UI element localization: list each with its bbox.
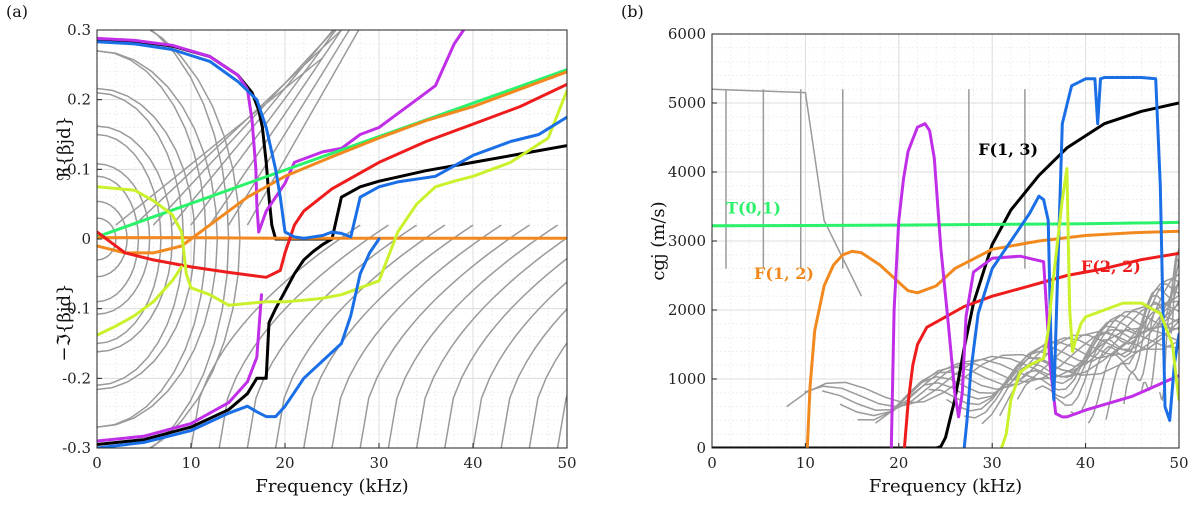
series-line-blue-5 xyxy=(962,76,1179,448)
x-tick-label: 30 xyxy=(983,454,1002,472)
series-line-green-1 xyxy=(712,220,1179,228)
series-line-orange-2 xyxy=(805,229,1179,448)
gray-branch xyxy=(246,224,418,448)
gray-upper xyxy=(712,88,863,297)
x-tick-label: 0 xyxy=(707,454,717,472)
series-line-red-3 xyxy=(902,251,1179,448)
series-group xyxy=(712,76,1179,448)
x-tick-label: 10 xyxy=(181,454,200,472)
series-line-yellow-8 xyxy=(97,89,567,307)
gray-rising xyxy=(115,57,324,226)
x-tick-label: 30 xyxy=(369,454,388,472)
gray-branch xyxy=(218,224,389,448)
gray-branch xyxy=(415,236,567,448)
y-tick-label: 0.3 xyxy=(67,21,91,39)
y-tick-label: 0 xyxy=(696,439,706,457)
gray-branch xyxy=(928,303,1179,406)
series-line-red-7 xyxy=(97,82,567,279)
series-line-magenta-4 xyxy=(889,122,1179,448)
y-axis-label-upper: ℜ{βjd} xyxy=(54,116,75,181)
gray-curves xyxy=(712,88,1179,425)
gray-branch xyxy=(556,393,567,448)
chart-b: 0 10 20 30 40 50 0 1000 2000 3000 4000 5000 6000 Freq… xyxy=(648,25,1189,497)
gray-rising xyxy=(190,30,337,226)
gray-branch xyxy=(786,326,1179,408)
gray-branch xyxy=(1070,287,1179,416)
gray-rising xyxy=(171,30,334,226)
annotation-3: F(2, 2) xyxy=(1081,257,1141,276)
gray-branch xyxy=(274,224,446,448)
annotation-1: T(0,1) xyxy=(726,198,781,217)
y-tick-label: 0.1 xyxy=(67,160,91,178)
x-tick-label: 20 xyxy=(889,454,908,472)
chart-a: 0 10 20 30 40 50 -0.3 -0.2 -0.1 0 0.1 0.2 0.3 Frequen… xyxy=(54,21,577,497)
series-line-yellow-9 xyxy=(97,265,184,337)
gray-branch xyxy=(1052,283,1179,406)
gray-branch xyxy=(190,224,361,448)
x-tick-label: 10 xyxy=(796,454,815,472)
panel-label-b: (b) xyxy=(621,2,644,21)
gray-branch xyxy=(387,224,559,448)
gray-branch xyxy=(822,327,1179,411)
series-line-blue-10 xyxy=(97,40,567,240)
y-tick-label: -0.1 xyxy=(62,300,91,318)
y-tick-label: 1000 xyxy=(668,370,706,388)
series-line-orange-6 xyxy=(97,236,567,240)
annotation-0: F(1, 3) xyxy=(978,140,1038,159)
gray-rising xyxy=(246,30,360,226)
gray-branch xyxy=(946,306,1179,412)
series-line-yellow-6 xyxy=(1000,167,1179,448)
y-tick-label: 4000 xyxy=(668,163,706,181)
y-tick-label: 2000 xyxy=(668,301,706,319)
series-group xyxy=(97,30,567,448)
y-axis-label: cgj (m/s) xyxy=(648,201,669,280)
y-tick-label: 3000 xyxy=(668,232,706,250)
y-tick-label: -0.3 xyxy=(62,439,91,457)
y-axis-label-lower: −ℑ{βjd} xyxy=(54,284,75,362)
x-tick-label: 40 xyxy=(463,454,482,472)
gray-branch xyxy=(1105,260,1179,420)
x-tick-label: 0 xyxy=(92,454,102,472)
gray-branch xyxy=(1034,277,1179,399)
gray-rising xyxy=(209,30,343,226)
x-tick-label: 40 xyxy=(1076,454,1095,472)
gray-branch xyxy=(1123,248,1179,405)
annotation-2: F(1, 2) xyxy=(754,264,814,283)
gray-branch xyxy=(303,224,474,448)
y-tick-label: -0.2 xyxy=(62,369,91,387)
x-tick-label: 50 xyxy=(1169,454,1188,472)
gray-branch xyxy=(331,224,502,448)
x-tick-label: 20 xyxy=(275,454,294,472)
gray-rising xyxy=(227,30,351,226)
y-tick-label: 5000 xyxy=(668,94,706,112)
gray-branch xyxy=(444,257,567,448)
series-line-black-0 xyxy=(712,101,1179,448)
x-axis-label: Frequency (kHz) xyxy=(255,476,408,497)
gray-branch xyxy=(804,325,1179,408)
series-line-black-1 xyxy=(97,237,334,446)
panel-label-a: (a) xyxy=(6,2,29,21)
gray-branch xyxy=(472,280,567,448)
y-tick-label: 6000 xyxy=(668,25,706,43)
y-tick-label: 0.2 xyxy=(67,91,91,109)
x-axis-label: Frequency (kHz) xyxy=(869,476,1022,497)
series-line-blue-11 xyxy=(97,237,381,448)
gray-branch xyxy=(1158,256,1179,402)
grid xyxy=(711,33,1180,449)
gray-branch xyxy=(359,224,530,448)
series-line-green-4 xyxy=(97,68,567,239)
gray-branch xyxy=(500,307,567,448)
gray-branch xyxy=(528,341,567,448)
x-tick-label: 50 xyxy=(557,454,576,472)
y-tick-label: 0 xyxy=(81,230,91,248)
series-line-orange-5 xyxy=(97,70,567,255)
series-line-magenta-3 xyxy=(97,293,263,443)
